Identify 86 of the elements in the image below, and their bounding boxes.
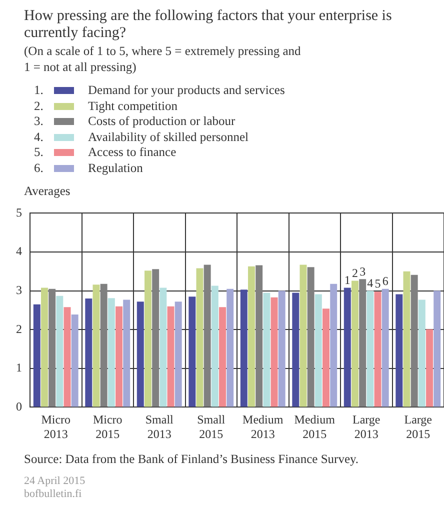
annotation: 5: [374, 276, 381, 291]
bar: [263, 292, 270, 407]
bar: [359, 279, 366, 407]
bar: [64, 307, 71, 407]
text: 5.: [34, 145, 44, 160]
legend-label: Tight competition: [88, 98, 178, 114]
text: 4.: [34, 130, 44, 145]
x-tick-label: Small 2015: [197, 412, 226, 441]
bar: [352, 280, 358, 407]
bar: [123, 300, 130, 407]
legend-label: Demand for your products and services: [88, 83, 285, 98]
bar: [240, 290, 248, 407]
bar: [300, 264, 307, 407]
bar: [41, 288, 48, 407]
bar: [85, 298, 92, 407]
bar: [278, 290, 286, 407]
annotation: 4: [367, 276, 374, 290]
y-tick-label: 0: [16, 399, 22, 414]
x-tick-label: Medium 2013: [242, 412, 284, 441]
x-tick-label: Micro 2013: [41, 412, 71, 441]
legend-label: Access to finance: [88, 145, 176, 160]
chart-title: How pressing are the following factors that your enterprise is currently facing?: [24, 8, 393, 42]
bar: [418, 300, 426, 407]
annotation: 6: [382, 274, 388, 288]
text: 2.: [34, 98, 44, 114]
annotation: 1: [344, 272, 350, 287]
bar: [322, 308, 330, 407]
bar: [292, 292, 300, 407]
bar: [256, 265, 263, 407]
annotation: 2: [352, 266, 358, 280]
y-axis-title: Averages: [24, 184, 72, 198]
bar: [403, 271, 410, 407]
bar: [204, 264, 211, 407]
bar: [226, 288, 234, 407]
bar: [248, 266, 255, 407]
bar: [434, 290, 441, 407]
bar: [366, 290, 374, 407]
text: 3.: [34, 114, 44, 130]
y-tick-label: 2: [16, 322, 22, 336]
text: 6.: [34, 160, 44, 176]
bar: [382, 288, 389, 407]
bar: [48, 288, 56, 407]
bar: [108, 298, 115, 407]
y-tick-label: 3: [16, 282, 22, 297]
bar: [174, 302, 182, 407]
bar: [144, 270, 152, 407]
bar: [314, 294, 322, 407]
bar: [56, 296, 64, 407]
bar: [344, 288, 351, 407]
bar: [136, 302, 144, 407]
bar: [152, 269, 160, 407]
source-note: Source: Data from the Bank of Finland’s Business Finance Survey.: [24, 452, 360, 467]
y-tick-label: 1: [16, 360, 22, 375]
legend-label: Availability of skilled personnel: [88, 130, 248, 145]
text: bofbulletin.fi: [24, 488, 83, 501]
x-tick-label: Small 2013: [145, 412, 174, 441]
chart-subtitle: (On a scale of 1 to 5, where 5 = extremely pressing and 1 = not at all pressing): [24, 43, 302, 75]
bar: [188, 296, 196, 407]
bar: [100, 284, 108, 407]
text: 1.: [34, 83, 44, 98]
bar: [426, 329, 433, 407]
bar: [116, 306, 122, 407]
bar: [92, 284, 100, 407]
bar: [410, 274, 418, 407]
bar: [160, 288, 167, 407]
bar: [219, 307, 226, 407]
bar: [396, 294, 403, 407]
x-tick-label: Large 2013: [352, 412, 380, 441]
bar: [307, 267, 314, 407]
legend-label: Costs of production or labour: [88, 114, 236, 130]
legend-label: Regulation: [88, 160, 143, 176]
bar: [196, 268, 204, 407]
text: 24 April 2015: [24, 475, 86, 488]
bar: [33, 304, 40, 407]
x-tick-label: Large 2015: [404, 412, 432, 441]
bar: [270, 297, 278, 407]
bar: [71, 314, 78, 407]
bar: [211, 286, 218, 407]
bar: [330, 284, 338, 407]
annotation: 3: [360, 264, 366, 278]
y-tick-label: 5: [16, 205, 22, 220]
bar: [374, 292, 382, 407]
x-tick-label: Medium 2015: [294, 412, 336, 441]
y-tick-label: 4: [16, 244, 22, 258]
bar: [167, 306, 174, 407]
x-tick-label: Micro 2015: [92, 412, 122, 441]
